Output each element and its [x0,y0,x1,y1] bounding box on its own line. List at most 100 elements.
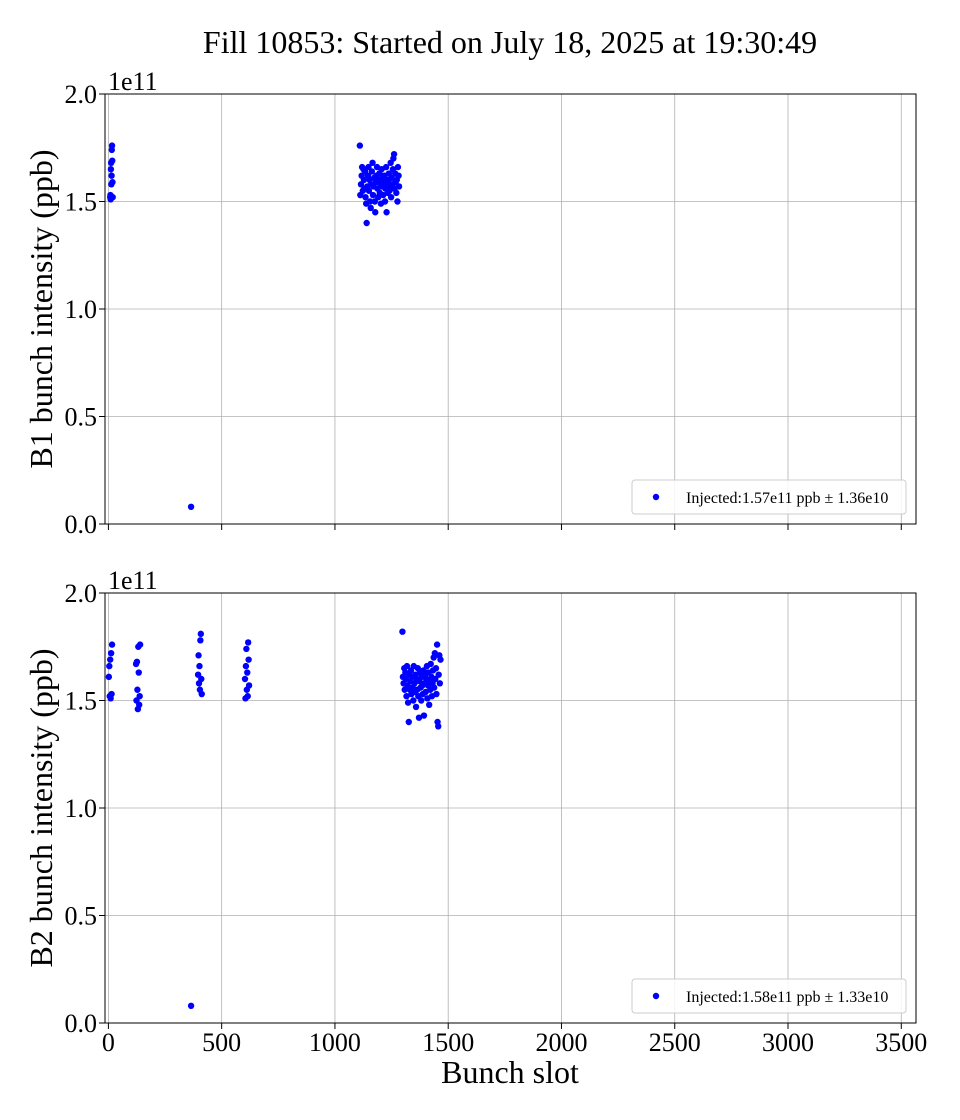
data-point [107,166,115,173]
y-tick-label: 1.5 [65,687,98,716]
data-point [369,159,376,166]
y-axis-label: B1 bunch intensity (ppb) [23,149,59,468]
data-point [399,628,406,635]
data-point [371,198,379,205]
data-point [245,656,252,663]
data-point [106,662,113,670]
data-point [134,686,141,693]
subplot-b2: 0 500 1000 1500 2000 2500 3000 3500 0.0 0.5 1.0 1.5… [23,566,927,1057]
data-point [405,718,412,726]
data-point [403,693,410,700]
y-offset-label: 1e11 [108,566,158,595]
data-point [367,204,374,212]
data-point [432,675,439,683]
data-point [420,712,428,719]
y-axis-label: B2 bunch intensity (ppb) [23,648,59,967]
legend-marker [652,992,660,1000]
data-point [198,690,205,698]
data-point [356,142,364,149]
data-point [368,168,376,175]
data-point [136,641,144,648]
data-point [241,675,249,683]
data-point [135,669,142,676]
data-point [136,693,143,700]
data-point [242,662,250,670]
data-point [187,503,195,510]
data-point [363,219,370,227]
data-point [435,671,442,678]
x-tick-label: 500 [202,1028,241,1057]
y-offset-label: 1e11 [108,67,158,96]
data-point [187,1002,195,1009]
legend-label: Injected:1.57e11 ppb ± 1.36e10 [686,490,888,507]
data-point [107,656,114,663]
data-point [382,163,390,171]
y-tick-label: 0.5 [65,403,98,432]
data-point [418,697,425,704]
data-point [107,650,115,657]
data-point [245,682,253,689]
y-tick-label: 1.0 [65,295,98,324]
data-point [395,172,402,179]
data-point [394,163,402,171]
data-point [403,662,411,670]
data-point [108,690,115,698]
x-tick-label: 2500 [649,1028,701,1057]
data-point [372,209,379,216]
legend-box [631,978,907,1014]
data-point [108,641,116,648]
data-point [393,189,400,197]
data-point [196,662,203,670]
data-point [433,641,441,648]
x-tick-label: 2000 [535,1028,587,1057]
data-point [109,194,116,201]
y-tick-label: 0.0 [65,1009,98,1038]
x-tick-label: 3000 [762,1028,814,1057]
axes-frame [104,93,917,525]
data-point [136,701,143,708]
y-tick-label: 1.5 [65,188,98,217]
y-tick-label: 1.0 [65,794,98,823]
data-point [415,714,423,721]
x-tick-label: 3500 [875,1028,927,1057]
data-point [427,660,434,668]
data-point [244,639,252,646]
data-point [244,669,251,676]
data-point [437,656,444,663]
data-point [133,658,141,665]
data-point [369,191,377,199]
data-point [404,699,412,706]
data-point [108,172,115,179]
data-point [410,697,417,704]
data-point [198,675,205,683]
data-point [432,665,440,672]
y-tick-label: 2.0 [65,579,98,608]
data-point [381,198,389,205]
y-tick-label: 0.0 [65,510,98,539]
data-point [394,198,401,205]
data-point [412,703,420,711]
data-point [244,693,251,700]
chart-title: Fill 10853: Started on July 18, 2025 at … [203,24,817,60]
y-tick-label: 2.0 [65,80,98,109]
data-point [105,673,113,681]
data-point [395,183,403,190]
data-point [435,723,442,730]
data-point [365,163,372,171]
data-point [390,151,398,158]
data-point [366,198,374,205]
data-point [362,194,369,201]
data-point [387,194,395,201]
data-point [425,701,433,708]
data-point [365,187,373,194]
x-tick-label: 1000 [309,1028,361,1057]
data-point [360,176,368,184]
data-point [430,684,438,691]
data-point [436,680,444,687]
legend-label: Injected:1.58e11 ppb ± 1.33e10 [686,989,888,1006]
data-point [109,157,116,164]
data-point [195,652,202,659]
data-point [388,174,395,182]
x-tick-label: 0 [102,1028,115,1057]
